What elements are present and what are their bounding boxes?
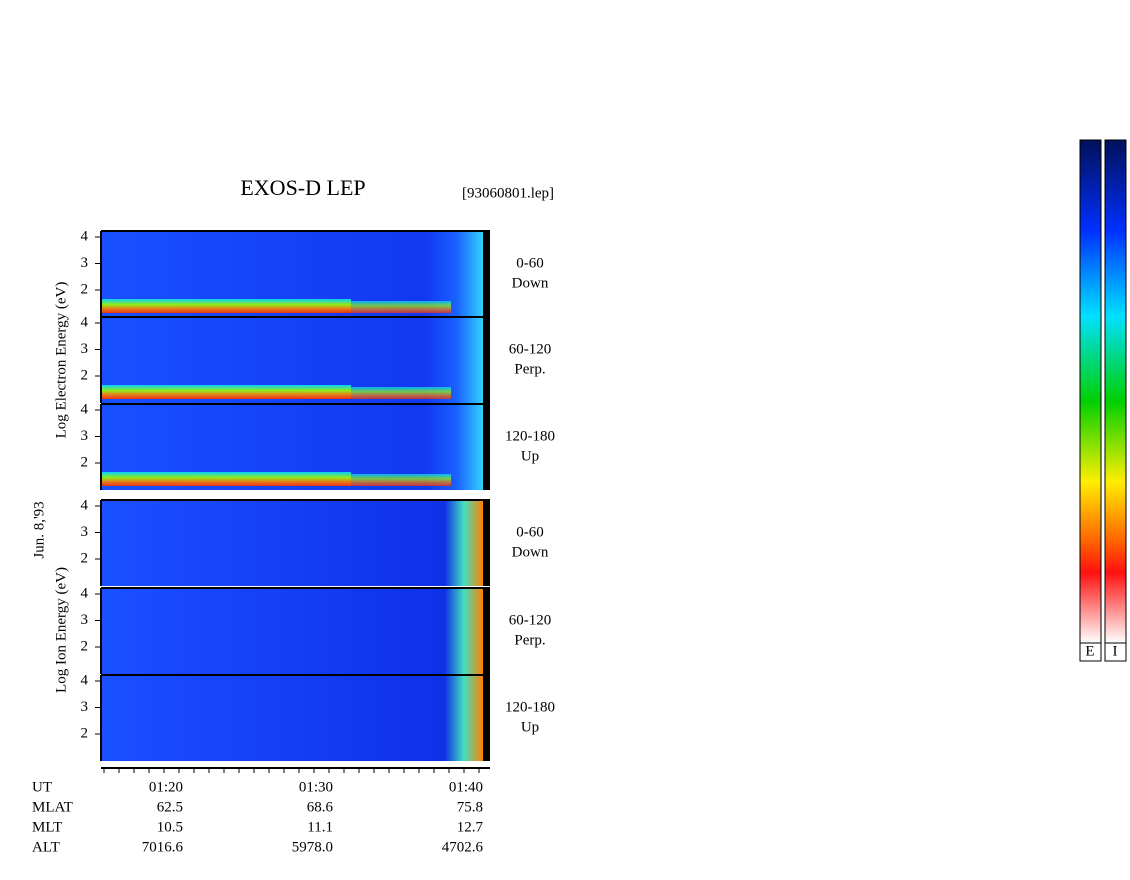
y-tick-label: 2 bbox=[81, 550, 89, 566]
y-tick-label: 3 bbox=[81, 612, 89, 628]
y-tick-label: 4 bbox=[81, 228, 89, 244]
orbit-value: 12.7 bbox=[457, 819, 484, 835]
panel-direction: Up bbox=[521, 448, 539, 464]
panel-direction: Down bbox=[512, 544, 549, 560]
time-label: UT bbox=[32, 779, 52, 795]
orbit-value: 11.1 bbox=[307, 819, 333, 835]
spectrogram-band bbox=[351, 474, 451, 486]
spectrogram-band bbox=[101, 299, 351, 313]
panel-angle: 120-180 bbox=[505, 428, 555, 444]
orbit-label: MLT bbox=[32, 819, 62, 835]
panel-direction: Down bbox=[512, 275, 549, 291]
time-tick-label: 01:30 bbox=[299, 779, 333, 795]
panel-angle: 60-120 bbox=[509, 612, 552, 628]
orbit-label: ALT bbox=[32, 839, 60, 855]
time-tick-label: 01:20 bbox=[149, 779, 183, 795]
y-tick-label: 4 bbox=[81, 585, 89, 601]
y-tick-label: 2 bbox=[81, 638, 89, 654]
time-tick-label: 01:40 bbox=[449, 779, 483, 795]
ion-axis-label: Log Ion Energy (eV) bbox=[53, 567, 69, 693]
orbit-value: 75.8 bbox=[457, 799, 483, 815]
y-tick-label: 2 bbox=[81, 281, 89, 297]
orbit-value: 62.5 bbox=[157, 799, 183, 815]
orbit-value: 68.6 bbox=[307, 799, 334, 815]
y-tick-label: 4 bbox=[81, 314, 89, 330]
colorbar-label: I bbox=[1113, 643, 1118, 659]
data-edge bbox=[483, 317, 490, 403]
orbit-value: 10.5 bbox=[157, 819, 183, 835]
y-tick-label: 4 bbox=[81, 497, 89, 513]
orbit-value: 7016.6 bbox=[142, 839, 184, 855]
panel-angle: 0-60 bbox=[516, 255, 544, 271]
panel-direction: Perp. bbox=[514, 361, 545, 377]
orbit-value: 5978.0 bbox=[292, 839, 333, 855]
data-edge bbox=[483, 404, 490, 490]
panel-direction: Up bbox=[521, 719, 539, 735]
y-tick-label: 4 bbox=[81, 672, 89, 688]
data-edge bbox=[483, 500, 490, 586]
y-tick-label: 2 bbox=[81, 725, 89, 741]
spectrogram-panel bbox=[101, 500, 483, 586]
title: EXOS-D LEP bbox=[240, 175, 365, 200]
spectrogram-band bbox=[101, 385, 351, 399]
panel-angle: 0-60 bbox=[516, 524, 544, 540]
y-tick-label: 3 bbox=[81, 699, 89, 715]
spectrogram-band bbox=[101, 472, 351, 486]
spectrogram-panel bbox=[101, 588, 483, 674]
spectrogram-panel bbox=[101, 675, 483, 761]
electron-axis-label: Log Electron Energy (eV) bbox=[53, 282, 69, 439]
panel-angle: 60-120 bbox=[509, 341, 552, 357]
spectrogram-band bbox=[351, 387, 451, 399]
spectrogram-band bbox=[351, 301, 451, 313]
colorbar-label: E bbox=[1085, 643, 1094, 659]
panel-direction: Perp. bbox=[514, 632, 545, 648]
y-tick-label: 3 bbox=[81, 428, 89, 444]
y-tick-label: 4 bbox=[81, 401, 89, 417]
colorbar bbox=[1104, 139, 1127, 644]
y-tick-label: 2 bbox=[81, 367, 89, 383]
orbit-label: MLAT bbox=[32, 799, 73, 815]
panel-angle: 120-180 bbox=[505, 699, 555, 715]
y-tick-label: 3 bbox=[81, 341, 89, 357]
data-edge bbox=[483, 231, 490, 317]
data-edge bbox=[483, 675, 490, 761]
y-tick-label: 2 bbox=[81, 454, 89, 470]
y-tick-label: 3 bbox=[81, 524, 89, 540]
colorbar-label-box bbox=[1104, 642, 1127, 662]
file-name: [93060801.lep] bbox=[462, 185, 554, 201]
data-edge bbox=[483, 588, 490, 674]
colorbar-label-box bbox=[1079, 642, 1102, 662]
orbit-value: 4702.6 bbox=[442, 839, 484, 855]
date: Jun. 8,'93 bbox=[31, 501, 47, 558]
y-tick-label: 3 bbox=[81, 255, 89, 271]
colorbar bbox=[1079, 139, 1102, 644]
